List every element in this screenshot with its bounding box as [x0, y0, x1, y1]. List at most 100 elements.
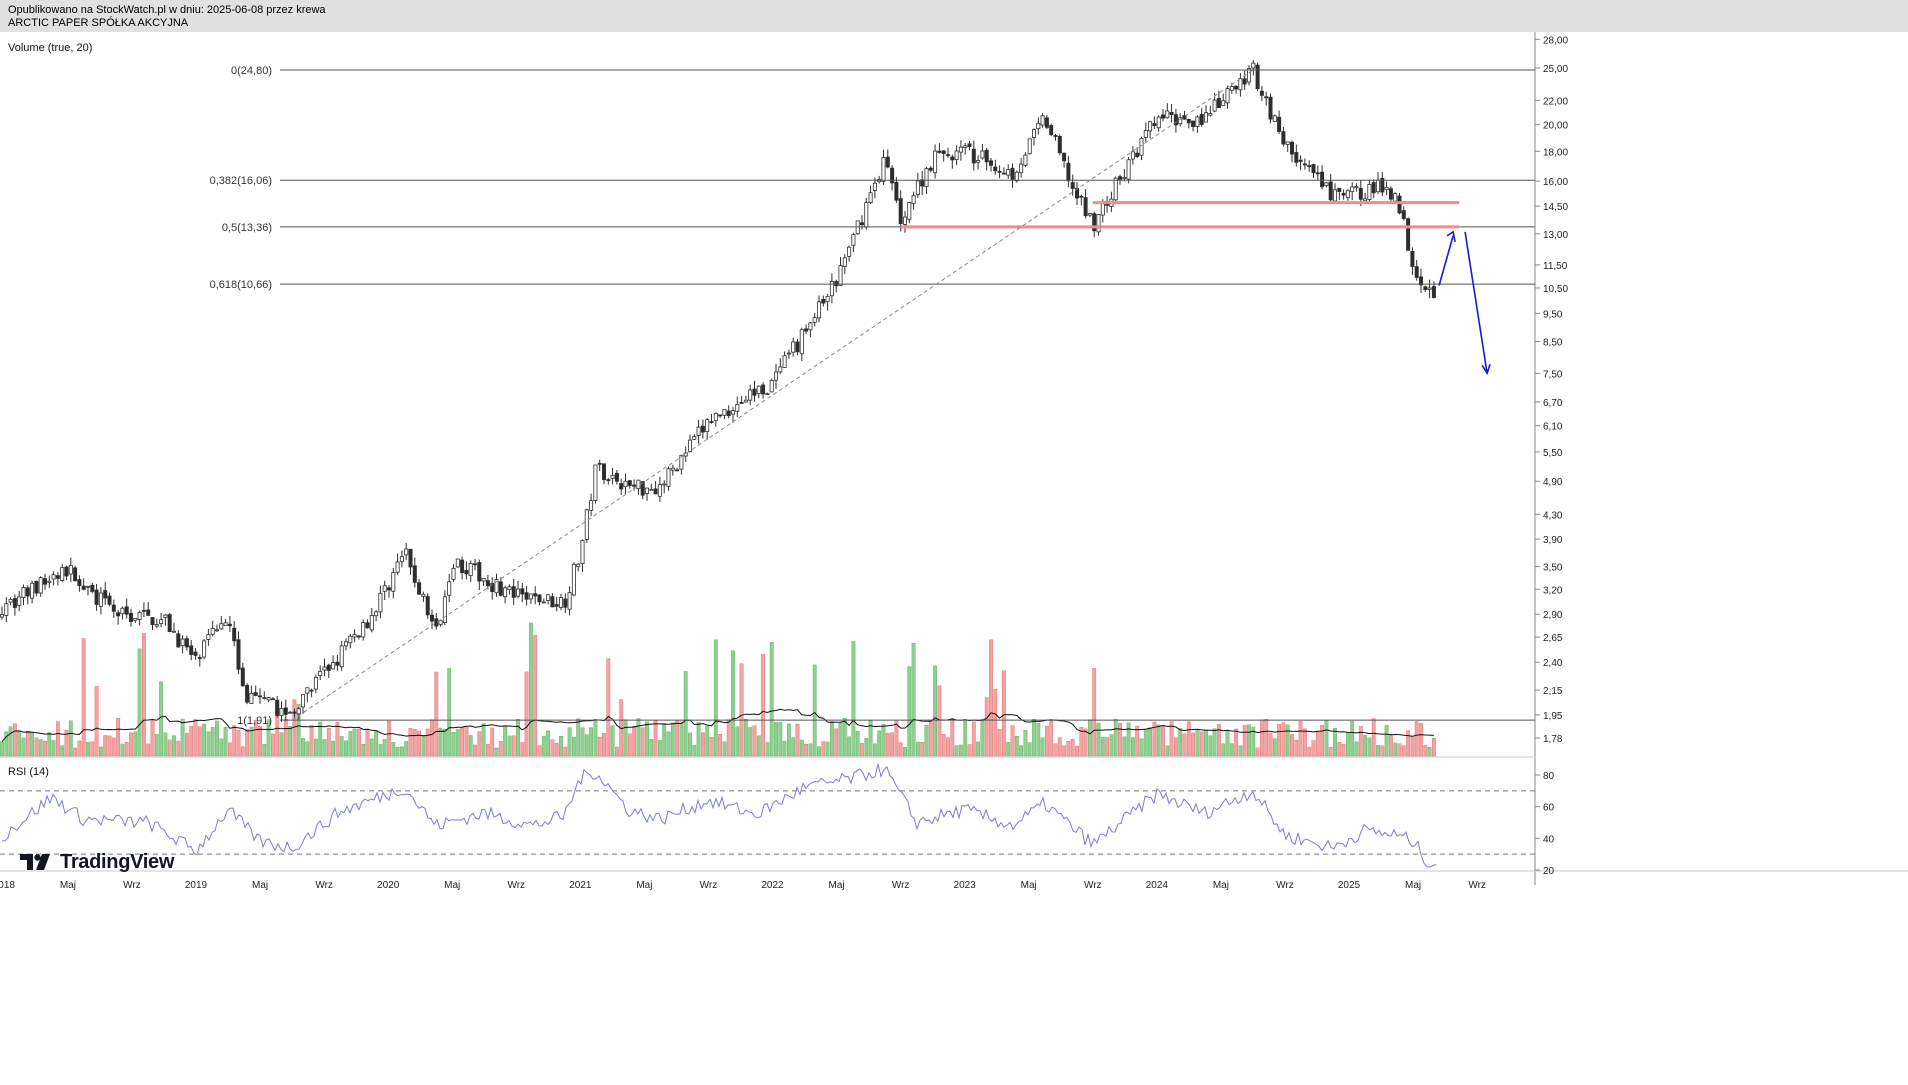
candle-body	[1376, 179, 1381, 193]
candle-body	[202, 640, 207, 658]
candle-body	[1156, 116, 1161, 129]
volume-bar	[1075, 745, 1079, 757]
volume-bar	[240, 746, 245, 757]
volume-bar	[365, 728, 370, 757]
price-tick-label: 1,95	[1543, 711, 1563, 722]
volume-bar	[748, 727, 753, 757]
volume-bar	[868, 720, 873, 757]
candle-body	[386, 587, 391, 591]
candle-body	[567, 592, 572, 610]
candle-body	[17, 596, 22, 606]
volume-indicator-label[interactable]: Volume (true, 20)	[8, 42, 93, 54]
candle-body	[748, 389, 753, 401]
candle-body	[933, 150, 938, 174]
volume-bar	[610, 725, 615, 757]
projection-down-arrowhead	[1481, 364, 1491, 376]
price-tick-label: 1,78	[1543, 734, 1563, 745]
candle-body	[12, 598, 17, 608]
candle-body	[1083, 197, 1088, 217]
candle-body	[700, 425, 705, 433]
candle-body	[662, 483, 667, 486]
candle-body	[937, 150, 942, 153]
candle-body	[180, 638, 185, 647]
support-zones	[900, 201, 1460, 229]
candle-body	[1311, 164, 1316, 174]
candle-body	[51, 574, 56, 580]
volume-bar	[546, 730, 551, 757]
volume-bar	[17, 730, 22, 757]
candle-body	[1075, 187, 1080, 199]
volume-bar	[1173, 737, 1178, 757]
volume-bar	[963, 719, 968, 757]
candle-body	[305, 687, 310, 694]
volume-bar	[60, 745, 65, 757]
volume-bar	[520, 742, 525, 757]
volume-bar	[718, 734, 723, 757]
candle-body	[898, 198, 903, 225]
volume-bar	[339, 736, 344, 757]
candle-body	[915, 180, 920, 195]
candle-body	[490, 583, 495, 592]
volume-bar	[894, 720, 899, 757]
candle-body	[731, 410, 736, 415]
rsi-indicator-label[interactable]: RSI (14)	[8, 766, 49, 778]
volume-bar	[296, 703, 301, 757]
candle-body	[485, 580, 490, 587]
volume-bar	[404, 741, 409, 757]
price-tick-label: 14,50	[1543, 202, 1568, 213]
volume-bar	[47, 732, 52, 757]
volume-bar	[984, 697, 989, 757]
volume-bar	[1002, 670, 1006, 757]
volume-bar	[1384, 725, 1389, 757]
time-tick-label: 2023	[954, 880, 977, 891]
volume-bar	[907, 666, 912, 757]
candle-body	[881, 157, 886, 182]
candle-body	[1122, 177, 1127, 179]
candle-body	[1285, 141, 1290, 145]
volume-bar	[752, 725, 757, 757]
time-tick-label: 2022	[761, 880, 784, 891]
volume-bar	[1376, 745, 1380, 757]
candle-body	[38, 577, 43, 594]
price-tick-label: 5,50	[1543, 448, 1563, 459]
volume-bar	[705, 725, 710, 757]
volume-bar	[1126, 722, 1131, 757]
volume-bar	[769, 642, 774, 757]
candle-body	[842, 257, 847, 267]
time-tick-label: Wrz	[507, 880, 525, 891]
volume-bar	[1294, 739, 1299, 757]
candle-body	[610, 474, 615, 479]
fib-level-label: 0,5(13,36)	[222, 222, 272, 234]
price-tick-label: 2,40	[1543, 658, 1563, 669]
price-chart[interactable]: 28,00 25,00 22,00 20,00 18,00 16,00 14,50 13,00…	[0, 32, 1908, 1085]
candle-body	[537, 594, 542, 603]
candle-body	[1096, 214, 1101, 233]
candle-body	[73, 567, 78, 582]
candle-body	[60, 567, 65, 581]
volume-bar	[473, 744, 477, 757]
volume-bar	[150, 719, 155, 757]
candle-body	[1225, 88, 1230, 104]
volume-bar	[799, 739, 804, 757]
volume-bar	[550, 739, 555, 757]
volume-bar	[227, 742, 232, 757]
time-tick-label: Wrz	[1084, 880, 1102, 891]
candle-body	[227, 623, 232, 627]
candle-body	[47, 580, 52, 583]
candle-body	[761, 384, 766, 395]
candle-body	[116, 612, 121, 617]
volume-bar	[1358, 726, 1363, 757]
candle-body	[167, 614, 172, 632]
candle-body	[546, 594, 551, 601]
volume-bars	[0, 622, 1436, 757]
volume-bar	[1311, 740, 1316, 757]
volume-bar	[1040, 737, 1045, 757]
fibonacci-levels: 0(24,80) 0,382(16,06) 0,5(13,36) 0,618(10,6…	[210, 65, 1535, 727]
candle-body	[726, 410, 731, 417]
volume-bar	[997, 729, 1002, 757]
candle-body	[675, 469, 680, 472]
candle-body	[1380, 177, 1385, 193]
volume-bar	[1259, 719, 1264, 757]
candle-body	[1354, 186, 1359, 189]
volume-bar	[597, 736, 602, 757]
